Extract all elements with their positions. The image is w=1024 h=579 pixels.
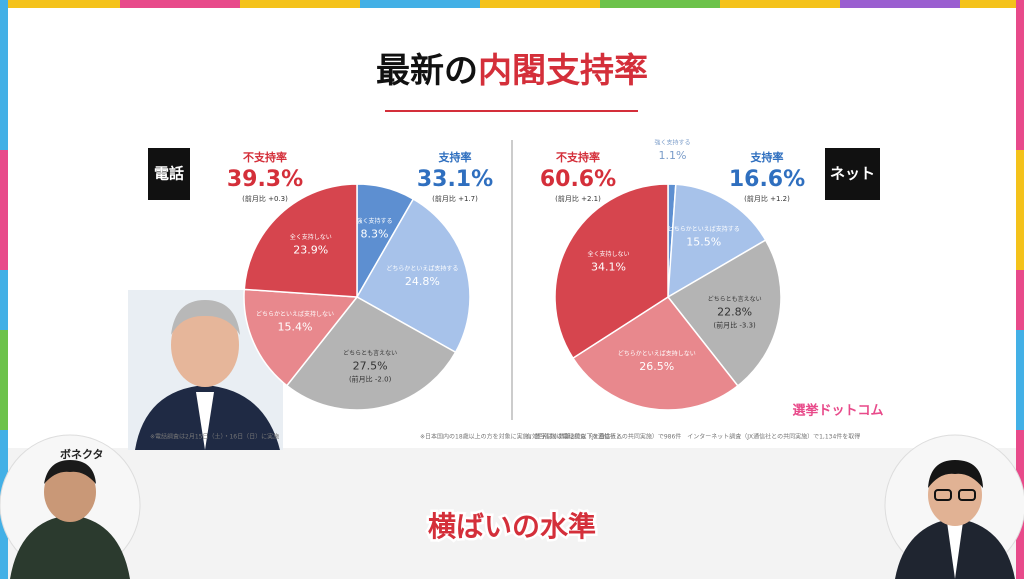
badge: 電話: [154, 165, 184, 183]
slice-category: 強く支持する: [356, 217, 392, 225]
slice-category: どちらかといえば支持する: [668, 225, 740, 233]
slice-note: (前月比 -2.0): [349, 375, 392, 384]
summary-label: 支持率: [750, 150, 784, 164]
summary-change: (前月比 +2.1): [555, 194, 601, 203]
badge-box: [148, 148, 190, 200]
left-webcam: ボネクタ: [0, 434, 141, 579]
slice-note: (前月比 -3.3): [713, 321, 756, 330]
footnote: ※日本国内の18歳以上の方を対象に実施。数字は小数第2位以下を四捨五入: [420, 433, 622, 441]
slice-category: 強く支持する: [654, 139, 690, 147]
slice-category: どちらかといえば支持する: [386, 264, 458, 272]
slice-value-label: 34.1%: [591, 261, 626, 274]
badge-box: [825, 148, 880, 200]
caption: 横ばいの水準: [428, 510, 596, 543]
slice-value-label: 24.8%: [405, 275, 440, 288]
summary-change: (前月比 +1.2): [744, 194, 790, 203]
slide-title: 最新の内閣支持率: [376, 51, 648, 91]
pie-slice: [571, 296, 739, 411]
pie-slice: [554, 183, 669, 360]
logo: 選挙ドットコム: [792, 403, 883, 419]
summary-label: 不支持率: [243, 150, 287, 164]
pie-slice: [355, 198, 471, 354]
pie-slice: [243, 183, 358, 298]
slice-value-label: 15.4%: [278, 320, 313, 333]
banner: ボネクタ: [60, 447, 104, 461]
badge: ネット: [830, 165, 875, 183]
summary-value: 33.1%: [417, 167, 493, 192]
slice-value-label: 15.5%: [686, 235, 721, 248]
slice-value-label: 27.5%: [353, 360, 388, 373]
summary-label: 支持率: [438, 150, 472, 164]
slice-category: 全く支持しない: [290, 233, 332, 241]
pie-slice: [666, 239, 782, 387]
slice-value-label: 26.5%: [639, 360, 674, 373]
summary-label: 不支持率: [556, 150, 600, 164]
summary-change: (前月比 +0.3): [242, 194, 288, 203]
summary-value: 60.6%: [540, 167, 616, 192]
pie-slice: [285, 296, 457, 411]
slice-value-label: 23.9%: [293, 243, 328, 256]
pie-slice: [243, 288, 359, 387]
pie-slice: [667, 183, 767, 299]
slice-value-label: 22.8%: [717, 306, 752, 319]
right-webcam: [884, 434, 1024, 579]
slice-category: どちらとも言えない: [708, 295, 762, 303]
slice-value-label: 1.1%: [659, 149, 687, 162]
slice-category: どちらかといえば支持しない: [618, 349, 696, 357]
slice-category: どちらかといえば支持しない: [256, 310, 334, 318]
footnote: 有効回答数は電話調査（JX通信社との共同実施）で986件 インターネット調査（J…: [526, 433, 860, 441]
summary-value: 39.3%: [227, 167, 303, 192]
summary-value: 16.6%: [729, 167, 805, 192]
footnote: ※電話調査は2月15日（土）・16日（日）に実施: [150, 433, 279, 441]
summary-change: (前月比 +1.7): [432, 194, 478, 203]
slice-value-label: 8.3%: [361, 227, 389, 240]
slice-category: 全く支持しない: [587, 250, 629, 258]
slice-category: どちらとも言えない: [343, 349, 397, 357]
